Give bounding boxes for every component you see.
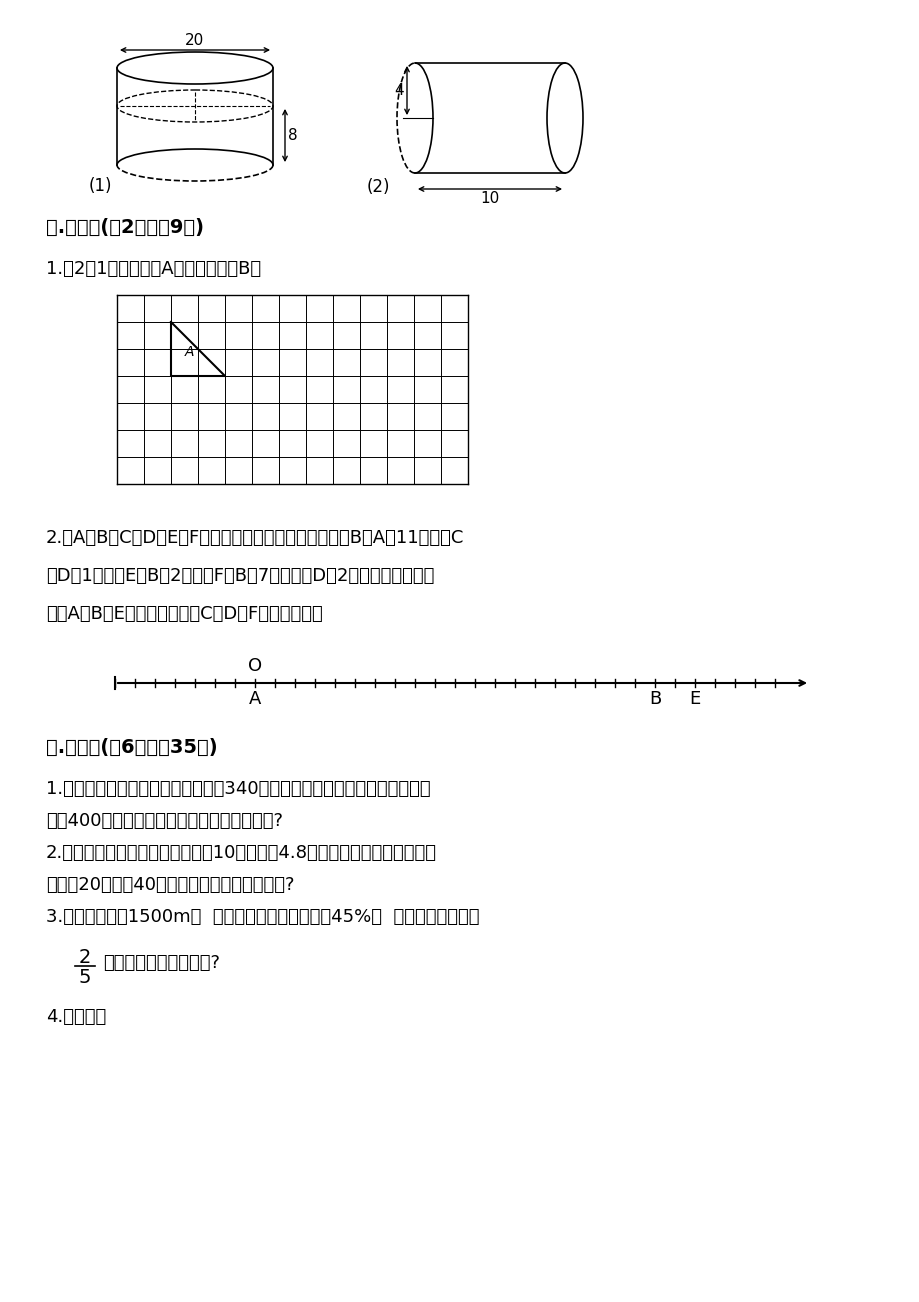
Text: 1.新华书店打折出售图书，张老师用340元买了一套《中国四大名著》，而原: 1.新华书店打折出售图书，张老师用340元买了一套《中国四大名著》，而原 [46, 780, 430, 798]
Text: 1.按2：1画出三角形A放大后的图形B。: 1.按2：1画出三角形A放大后的图形B。 [46, 260, 261, 279]
Text: A: A [248, 690, 261, 708]
Text: 上，A、B、E已标出，请你将C、D、F也标在图上。: 上，A、B、E已标出，请你将C、D、F也标在图上。 [46, 605, 323, 622]
Text: 20: 20 [185, 33, 204, 48]
Text: 五.作图题(共2题，共9分): 五.作图题(共2题，共9分) [46, 217, 204, 237]
Text: 4.解答题。: 4.解答题。 [46, 1008, 106, 1026]
Text: O: O [247, 658, 262, 674]
Text: A: A [185, 345, 195, 358]
Text: 。还剩下多少米没有修?: 。还剩下多少米没有修? [103, 954, 220, 973]
Text: 六.解答题(共6题，共35分): 六.解答题(共6题，共35分) [46, 738, 218, 756]
Text: 10: 10 [480, 191, 499, 206]
Text: 2.有一个圆锥形沙堆，底面半径是10米，高是4.8米，把这些沙子均匀地铺在: 2.有一个圆锥形沙堆，底面半径是10米，高是4.8米，把这些沙子均匀地铺在 [46, 844, 437, 862]
Text: 价是400元。这套《中国四大名著》打了几折?: 价是400元。这套《中国四大名著》打了几折? [46, 812, 283, 829]
Text: 3.一条公路全长1500m，  修路队第一天修了全长的45%，  第二天修了全长的: 3.一条公路全长1500m， 修路队第一天修了全长的45%， 第二天修了全长的 [46, 907, 479, 926]
Text: 5: 5 [79, 967, 91, 987]
Text: 2.有A、B、C、D、E、F六个小孩比身高，比的结果是：B比A高11厘米，C: 2.有A、B、C、D、E、F六个小孩比身高，比的结果是：B比A高11厘米，C [46, 529, 464, 547]
Text: E: E [688, 690, 700, 708]
Text: 比D矮1厘米，E比B高2厘米，F比B矮7厘米，比D矮2厘米，在一条数轴: 比D矮1厘米，E比B高2厘米，F比B矮7厘米，比D矮2厘米，在一条数轴 [46, 566, 434, 585]
Text: 2: 2 [79, 948, 91, 967]
Text: (2): (2) [366, 178, 390, 197]
Text: B: B [648, 690, 661, 708]
Text: 4: 4 [394, 83, 403, 98]
Text: 8: 8 [288, 128, 298, 143]
Text: (1): (1) [88, 177, 112, 195]
Text: 一条宽20米，厚40厘米的通道上，可以铺多长?: 一条宽20米，厚40厘米的通道上，可以铺多长? [46, 876, 294, 894]
